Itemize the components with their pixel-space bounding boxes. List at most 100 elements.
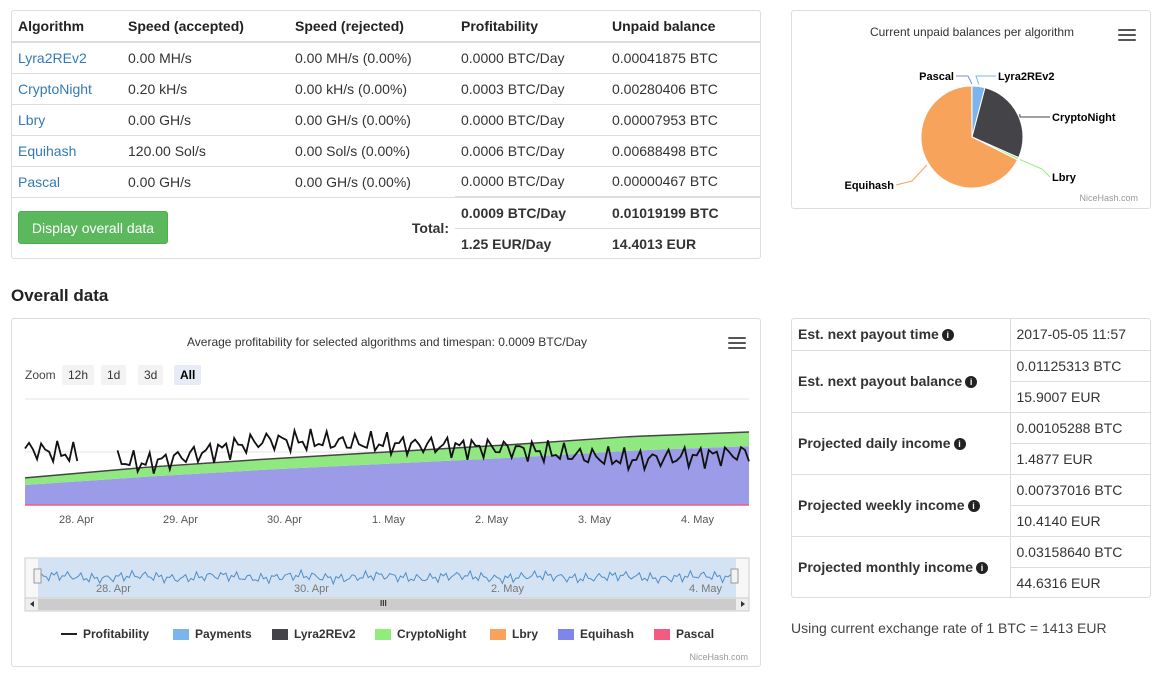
profitability-cell: 0.0003 BTC/Day bbox=[455, 72, 606, 104]
x-axis-label: 2. May bbox=[475, 514, 509, 526]
profitability-line bbox=[116, 426, 750, 475]
speed-rejected-cell: 0.00 GH/s (0.00%) bbox=[289, 165, 455, 197]
payout-row: Projected monthly income i 0.03158640 BTC bbox=[792, 535, 1151, 598]
unpaid-balance-cell: 0.00280406 BTC bbox=[606, 72, 760, 104]
algorithm-link[interactable]: Pascal bbox=[18, 173, 61, 190]
exchange-rate-note: Using current exchange rate of 1 BTC = 1… bbox=[791, 620, 1107, 636]
pie-slice-cryptonight[interactable] bbox=[971, 87, 1024, 159]
payout-row-label: Projected monthly income bbox=[798, 559, 974, 576]
col-header-speed-accepted: Speed (accepted) bbox=[122, 11, 289, 43]
legend-item-lyra2rev2[interactable]: Lyra2REv2 bbox=[272, 627, 356, 641]
algorithm-link[interactable]: Equihash bbox=[18, 142, 77, 159]
navigator-axis-label: 2. May bbox=[491, 583, 525, 595]
payout-row-value: 44.6316 EUR bbox=[1010, 566, 1151, 598]
algorithm-link[interactable]: Lyra2REv2 bbox=[18, 49, 87, 66]
unpaid-balance-cell: 0.00688498 BTC bbox=[606, 134, 760, 166]
overall-data-heading: Overall data bbox=[11, 286, 109, 305]
pie-chart: Lyra2REv2 CryptoNight Lbry Equihash Pascal bbox=[844, 71, 1116, 192]
navigator-series-line bbox=[37, 568, 737, 586]
navigator-axis-label: 30. Apr bbox=[294, 583, 329, 595]
pie-slice-equihash[interactable] bbox=[920, 85, 1019, 189]
area-cryptonight bbox=[25, 431, 749, 485]
payout-row-label: Est. next payout time bbox=[798, 326, 939, 343]
table-row: Lbry 0.00 GH/s 0.00 GH/s (0.00%) 0.0000 … bbox=[12, 103, 760, 135]
zoom-all-button[interactable]: All bbox=[174, 365, 202, 385]
info-icon[interactable]: i bbox=[941, 329, 954, 342]
area-equihash bbox=[25, 446, 749, 505]
pie-label: CryptoNight bbox=[1052, 112, 1116, 124]
algorithm-link[interactable]: CryptoNight bbox=[18, 80, 92, 97]
x-axis-label: 4. May bbox=[681, 514, 715, 526]
zoom-1d-button[interactable]: 1d bbox=[101, 365, 127, 385]
profitability-line bbox=[24, 440, 79, 465]
payout-row-label: Projected weekly income bbox=[798, 497, 965, 513]
payout-row-value: 0.03158640 BTC bbox=[1010, 535, 1151, 567]
payout-row-value: 0.00105288 BTC bbox=[1010, 411, 1151, 443]
col-header-profitability: Profitability bbox=[455, 11, 606, 43]
x-axis-label: 3. May bbox=[578, 514, 612, 526]
legend-swatch bbox=[490, 628, 506, 640]
scrollbar-grip: III bbox=[380, 599, 387, 608]
info-icon[interactable]: i bbox=[953, 438, 966, 450]
pie-chart-menu-icon[interactable] bbox=[1118, 29, 1136, 43]
display-overall-data-button[interactable]: Display overall data bbox=[18, 211, 168, 244]
legend-item-equihash[interactable]: Equihash bbox=[558, 627, 634, 641]
total-eur-profit: 1.25 EUR/Day bbox=[455, 227, 606, 259]
navigator-axis-label: 28. Apr bbox=[96, 583, 131, 595]
total-eur-row: 1.25 EUR/Day 14.4013 EUR bbox=[12, 227, 760, 259]
speed-rejected-cell: 0.00 GH/s (0.00%) bbox=[289, 103, 455, 135]
payout-row-value: 0.01125313 BTC bbox=[1010, 349, 1151, 381]
payout-row-value: 1.4877 EUR bbox=[1010, 442, 1151, 474]
pie-connector bbox=[895, 164, 928, 186]
total-btc-balance: 0.01019199 BTC bbox=[606, 196, 760, 228]
speed-accepted-cell: 0.20 kH/s bbox=[122, 72, 289, 104]
col-header-speed-rejected: Speed (rejected) bbox=[289, 11, 455, 43]
x-axis-label: 30. Apr bbox=[267, 514, 302, 526]
navigator-handle-left[interactable] bbox=[33, 568, 42, 584]
overall-area-chart bbox=[24, 398, 750, 612]
overall-chart-menu-icon[interactable] bbox=[728, 337, 746, 351]
pie-connector bbox=[1019, 113, 1050, 118]
payout-row-label: Est. next payout balance bbox=[798, 373, 963, 389]
payout-row-value: 10.4140 EUR bbox=[1010, 504, 1151, 536]
info-icon[interactable]: i bbox=[965, 376, 978, 388]
total-label: Total: bbox=[411, 220, 449, 237]
info-icon[interactable]: i bbox=[976, 562, 989, 575]
table-row: Equihash 120.00 Sol/s 0.00 Sol/s (0.00%)… bbox=[12, 134, 760, 166]
x-axis-label: 29. Apr bbox=[163, 514, 198, 526]
scroll-right-arrow[interactable] bbox=[741, 601, 745, 607]
scrollbar-thumb[interactable] bbox=[38, 599, 736, 610]
speed-accepted-cell: 120.00 Sol/s bbox=[122, 134, 289, 166]
payout-row: Projected daily income i 0.00105288 BTC bbox=[792, 411, 1151, 474]
overall-chart-panel: Average profitability for selected algor… bbox=[11, 318, 761, 667]
legend-swatch bbox=[173, 628, 189, 640]
overall-chart-credit[interactable]: NiceHash.com bbox=[689, 652, 748, 662]
pie-chart-panel: Current unpaid balances per algorithm Ly… bbox=[791, 10, 1151, 209]
info-icon[interactable]: i bbox=[967, 500, 980, 512]
navigator-axis-label: 4. May bbox=[689, 583, 723, 595]
pie-chart-credit[interactable]: NiceHash.com bbox=[1079, 193, 1138, 203]
col-header-algorithm: Algorithm bbox=[12, 11, 122, 43]
algorithm-link[interactable]: Lbry bbox=[18, 111, 46, 128]
profitability-cell: 0.0000 BTC/Day bbox=[455, 103, 606, 135]
legend-swatch bbox=[558, 628, 574, 640]
scroll-left-arrow[interactable] bbox=[30, 601, 34, 607]
speed-accepted-cell: 0.00 GH/s bbox=[122, 103, 289, 135]
legend-item-lbry[interactable]: Lbry bbox=[490, 627, 538, 641]
navigator-handle-right[interactable] bbox=[730, 568, 739, 584]
payout-info-table: Est. next payout time i 2017-05-05 11:57 … bbox=[792, 319, 1151, 598]
algorithm-table-panel: Algorithm Speed (accepted) Speed (reject… bbox=[11, 10, 761, 259]
speed-accepted-cell: 0.00 MH/s bbox=[122, 41, 289, 73]
legend-item-payments[interactable]: Payments bbox=[173, 627, 252, 641]
legend-item-profitability[interactable]: Profitability bbox=[61, 627, 149, 641]
zoom-3d-button[interactable]: 3d bbox=[138, 365, 164, 385]
legend-swatch bbox=[272, 628, 288, 640]
pie-label: Equihash bbox=[844, 180, 894, 192]
zoom-12h-button[interactable]: 12h bbox=[62, 365, 95, 385]
legend-item-pascal[interactable]: Pascal bbox=[654, 627, 714, 641]
legend-item-cryptonight[interactable]: CryptoNight bbox=[375, 627, 466, 641]
speed-rejected-cell: 0.00 Sol/s (0.00%) bbox=[289, 134, 455, 166]
profitability-cell: 0.0000 BTC/Day bbox=[455, 165, 606, 197]
payout-row: Est. next payout balance i 0.01125313 BTC bbox=[792, 349, 1151, 412]
payout-row-value: 15.9007 EUR bbox=[1010, 380, 1151, 412]
